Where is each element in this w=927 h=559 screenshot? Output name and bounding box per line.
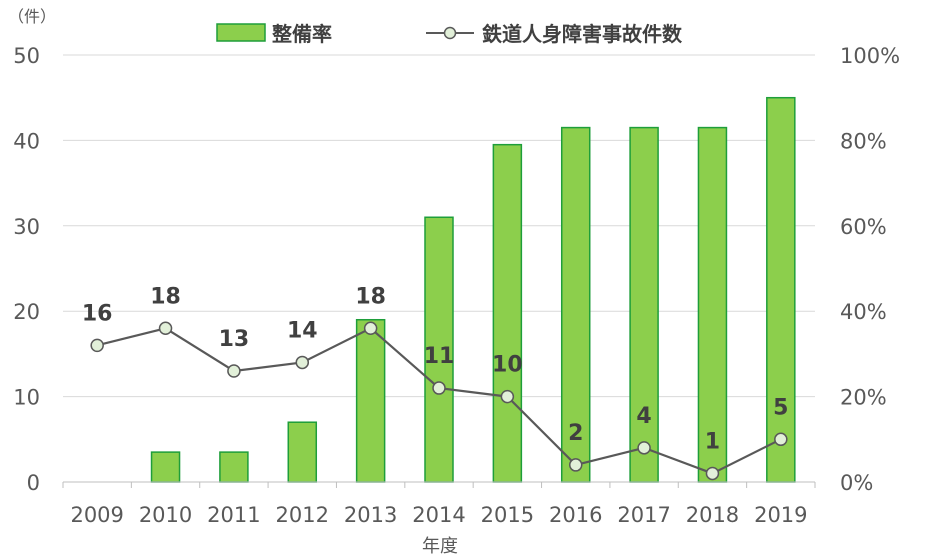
data-label: 14	[287, 318, 318, 343]
bar	[629, 126, 659, 483]
data-label: 18	[150, 284, 181, 309]
x-axis-title: 年度	[422, 536, 458, 557]
y-right-tick-label: 80%	[840, 129, 887, 153]
y-right-tick-label: 40%	[840, 300, 887, 324]
y-right-tick-label: 20%	[840, 386, 887, 410]
line-point	[774, 432, 788, 447]
x-tick-label: 2014	[412, 503, 465, 527]
y-left-tick-label: 30	[13, 215, 40, 239]
y-right-tick-label: 100%	[840, 44, 900, 68]
x-tick-label: 2015	[481, 503, 534, 527]
y-right-tick-label: 60%	[840, 215, 887, 239]
x-tick-label: 2009	[70, 503, 123, 527]
line-point	[637, 441, 651, 455]
legend-bar-swatch	[216, 23, 266, 42]
line-points	[90, 321, 788, 481]
x-tick-label: 2018	[686, 503, 739, 527]
line-point	[432, 381, 446, 395]
y-left-tick-label: 50	[13, 44, 40, 68]
y-axis-right: 0% 20% 40% 60% 80% 100%	[840, 44, 900, 495]
y-right-tick-label: 0%	[840, 471, 873, 495]
data-label: 11	[424, 344, 455, 369]
y-left-tick-label: 20	[13, 300, 40, 324]
bar-series	[150, 96, 796, 483]
x-tick-label: 2011	[207, 503, 260, 527]
data-label: 4	[636, 404, 651, 429]
data-label: 18	[355, 284, 386, 309]
legend-line-marker	[443, 26, 457, 40]
data-label: 5	[773, 395, 788, 420]
y-left-tick-label: 40	[13, 129, 40, 153]
y-axis-left: 0 10 20 30 40 50	[13, 44, 40, 495]
line-point	[158, 321, 173, 336]
x-tick-label: 2012	[276, 503, 329, 527]
line-point	[568, 458, 583, 472]
data-label: 1	[705, 429, 720, 454]
line-point	[500, 389, 515, 404]
y-left-tick-label: 0	[27, 471, 40, 495]
bar	[287, 421, 318, 483]
x-axis	[62, 481, 816, 488]
bar	[766, 96, 796, 483]
legend-bar-label: 整備率	[271, 22, 332, 46]
x-tick-label: 2010	[139, 503, 192, 527]
line-point	[227, 364, 241, 378]
x-tick-label: 2019	[754, 503, 807, 527]
y-left-tick-label: 10	[13, 386, 40, 410]
data-labels: 16 18 13 14 18 11 10 2 4 1 5	[82, 284, 789, 454]
line-point	[363, 321, 378, 336]
x-tick-label: 2013	[344, 503, 397, 527]
x-tick-labels: 2009 2010 2011 2012 2013 2014 2015 2016 2017 2018…	[70, 503, 807, 527]
data-label: 10	[492, 353, 523, 378]
line-point	[90, 338, 104, 353]
data-label: 16	[82, 301, 113, 326]
legend-line-label: 鉄道人身障害事故件数	[482, 22, 683, 46]
y-left-unit: （件）	[8, 7, 56, 26]
x-tick-label: 2016	[549, 503, 602, 527]
bar	[355, 318, 386, 483]
line-point	[295, 355, 310, 370]
legend: 整備率 鉄道人身障害事故件数	[216, 22, 683, 46]
data-label: 13	[219, 327, 250, 352]
data-label: 2	[568, 421, 583, 446]
x-tick-label: 2017	[617, 503, 670, 527]
bar	[424, 216, 454, 483]
bar	[150, 451, 181, 483]
bar	[219, 451, 249, 483]
line-point	[705, 466, 720, 481]
bar	[697, 126, 728, 483]
bar	[492, 143, 523, 483]
